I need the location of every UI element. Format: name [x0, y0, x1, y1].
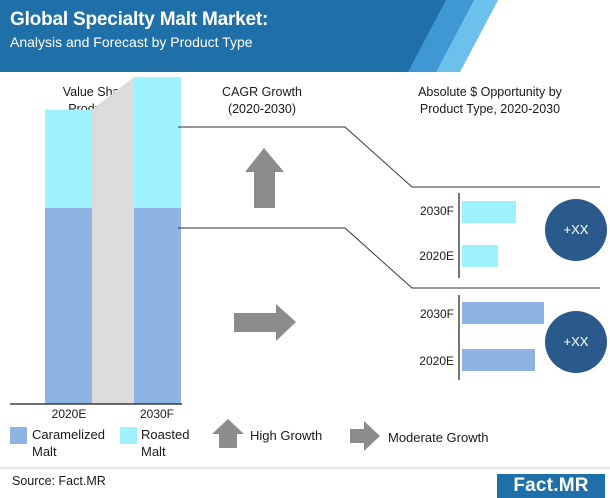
bar-2020e-caramelized: [45, 207, 92, 404]
legend-roasted-swatch: [120, 427, 137, 444]
caramelized-2020e-bar: [462, 349, 535, 371]
cagr-heading: CAGR Growth (2020-2030): [222, 85, 302, 116]
share-connector-band: [92, 77, 134, 404]
caramelized-2030f-bar: [462, 302, 544, 324]
roasted-opportunity-bubble: [545, 199, 607, 261]
header-stripe-2: [436, 0, 498, 72]
caramelized-opportunity-value: +XX: [563, 334, 589, 349]
connector-line-top: [178, 126, 600, 188]
legend-caramelized-line1: Caramelized: [32, 427, 105, 442]
roasted-2030f-label: 2030F: [419, 204, 454, 218]
bar-2030f-roasted: [134, 77, 181, 208]
category-2020e-label: 2020E: [51, 407, 87, 421]
bar-2030f-caramelized: [134, 207, 181, 404]
header-background: [0, 0, 610, 72]
header-banner: Global Specialty Malt Market: Analysis a…: [0, 0, 610, 72]
page-subtitle: Analysis and Forecast by Product Type: [10, 34, 253, 50]
legend-high-growth-icon: [212, 419, 244, 448]
caramelized-opportunity-bubble: [545, 311, 607, 373]
caramelized-2030f-label: 2030F: [419, 307, 454, 321]
chart-canvas: [0, 77, 610, 469]
opportunity-heading: Absolute $ Opportunity by Product Type, …: [418, 85, 562, 116]
legend-caramelized-line2: Malt: [32, 444, 57, 459]
roasted-2020e-bar: [462, 245, 498, 267]
legend-moderate-growth-label: Moderate Growth: [388, 430, 489, 445]
page-title: Global Specialty Malt Market:: [10, 9, 269, 30]
factmr-logo: Fact.MR: [497, 474, 605, 498]
header-stripe-1: [408, 0, 474, 72]
legend-caramelized-swatch: [10, 427, 27, 444]
bar-2020e-roasted: [45, 109, 92, 208]
header-white-area: [460, 0, 610, 72]
moderate-growth-arrow-icon: [234, 304, 296, 341]
category-2030f-label: 2030F: [139, 407, 175, 421]
source-note: Source: Fact.MR: [12, 474, 106, 488]
legend-caramelized-label: Caramelized Malt: [32, 426, 105, 460]
caramelized-2020e-label: 2020E: [419, 354, 454, 368]
logo-text-fact: Fact: [513, 475, 554, 496]
legend-high-growth-label: High Growth: [250, 428, 323, 443]
legend-roasted-label: Roasted Malt: [141, 426, 189, 460]
legend-roasted-line2: Malt: [141, 444, 166, 459]
legend-moderate-growth-icon: [350, 421, 380, 451]
logo-text-mr: MR: [558, 475, 589, 496]
legend-roasted-line1: Roasted: [141, 427, 190, 442]
roasted-2020e-label: 2020E: [419, 249, 454, 263]
roasted-opportunity-value: +XX: [563, 222, 589, 237]
roasted-2030f-bar: [462, 201, 516, 223]
high-growth-arrow-icon: [245, 148, 284, 208]
logo-dot: .: [553, 475, 559, 496]
connector-line-bottom: [178, 227, 600, 289]
